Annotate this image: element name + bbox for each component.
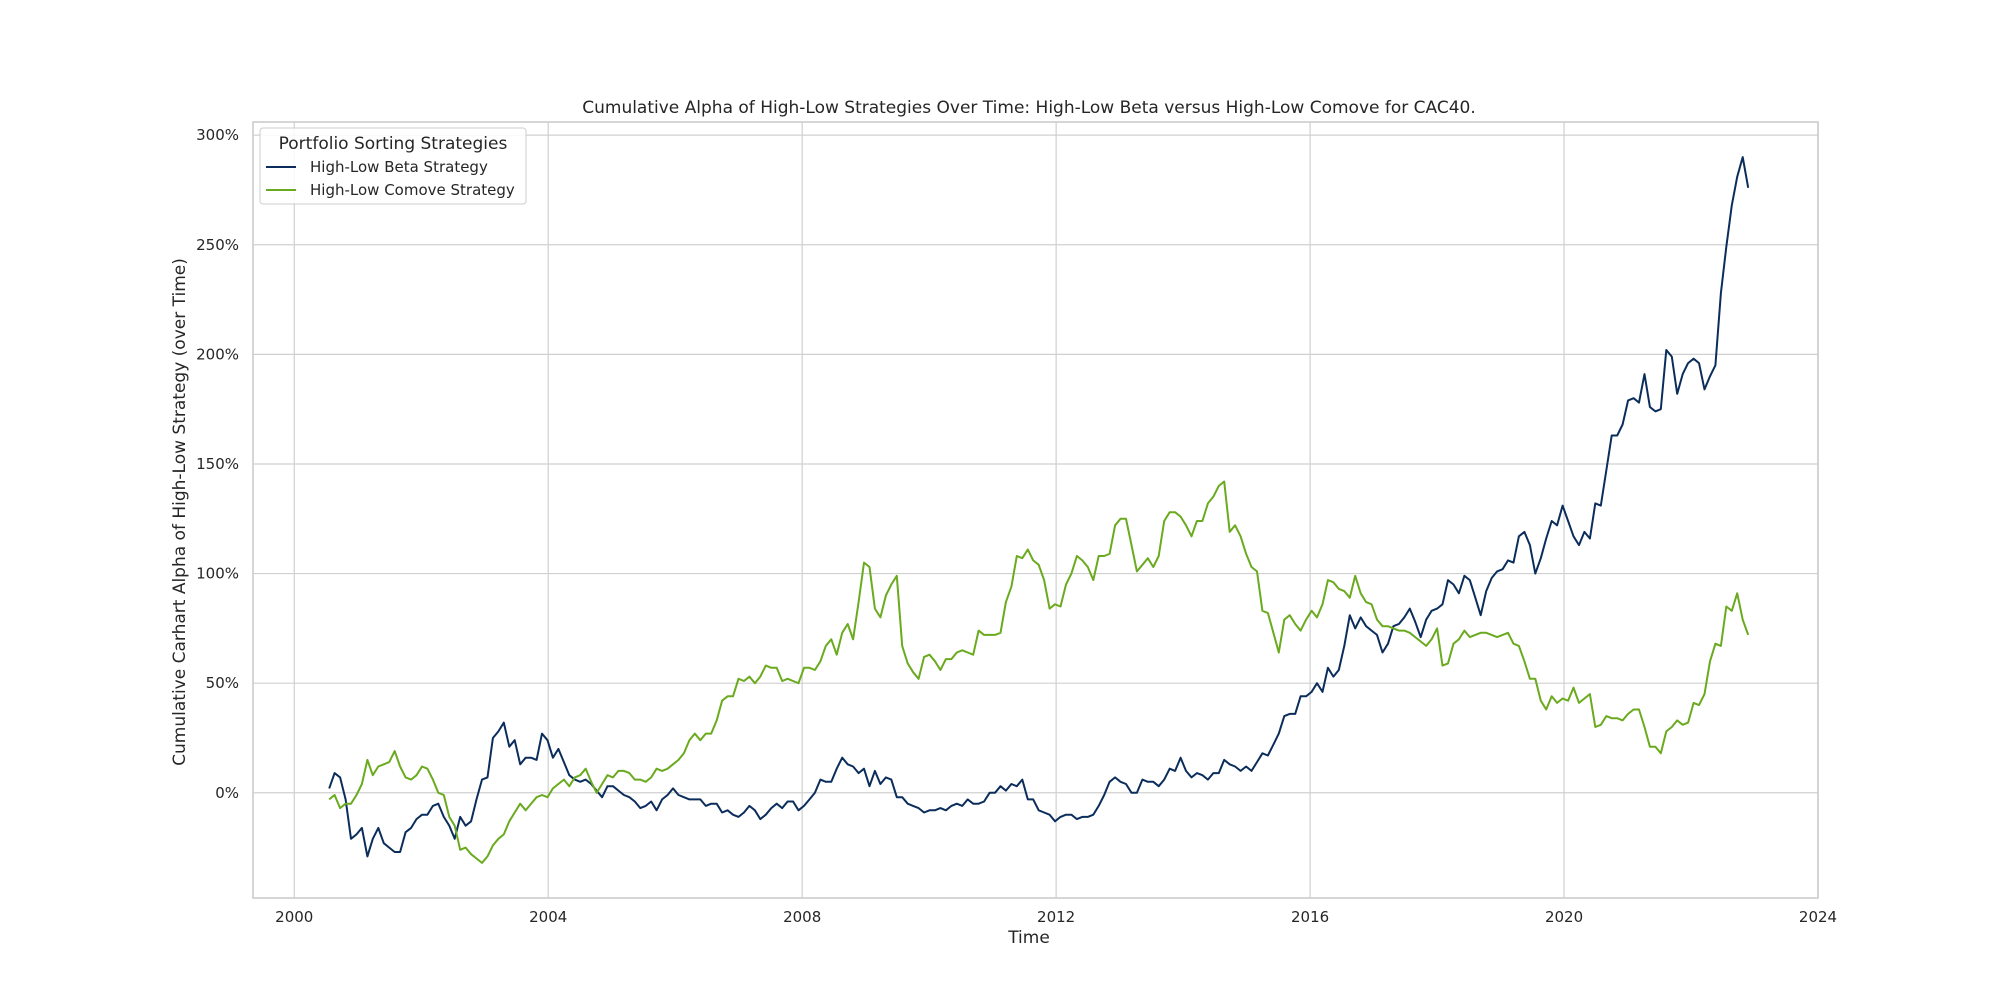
grid xyxy=(253,122,1819,898)
x-tick-label: 2004 xyxy=(529,908,567,926)
series-line-beta xyxy=(328,156,1750,858)
legend: Portfolio Sorting Strategies High-Low Be… xyxy=(259,127,527,205)
y-tick-label: 0% xyxy=(215,784,239,802)
y-tick-label: 50% xyxy=(206,674,239,692)
x-tick-label: 2012 xyxy=(1037,908,1075,926)
x-tick-label: 2008 xyxy=(783,908,821,926)
y-tick-label: 300% xyxy=(196,126,239,144)
tick-labels: 2000 2004 2008 2012 2016 2020 2024 0% 50% 100% 150… xyxy=(196,126,1837,926)
series-line-comove xyxy=(328,480,1750,864)
legend-label-beta: High-Low Beta Strategy xyxy=(310,158,488,176)
y-tick-label: 100% xyxy=(196,565,239,583)
x-tick-label: 2024 xyxy=(1799,908,1837,926)
x-axis-title: Time xyxy=(1007,928,1050,948)
x-tick-label: 2020 xyxy=(1545,908,1583,926)
series-lines xyxy=(328,156,1750,864)
y-tick-label: 200% xyxy=(196,345,239,363)
y-tick-label: 250% xyxy=(196,236,239,254)
plot-frame xyxy=(252,121,1819,899)
chart-title: Cumulative Alpha of High-Low Strategies … xyxy=(582,98,1476,118)
x-tick-label: 2000 xyxy=(275,908,313,926)
y-tick-label: 150% xyxy=(196,455,239,473)
legend-title: Portfolio Sorting Strategies xyxy=(279,134,508,154)
x-tick-label: 2016 xyxy=(1291,908,1329,926)
y-axis-title: Cumulative Carhart Alpha of High-Low Str… xyxy=(170,258,190,766)
legend-label-comove: High-Low Comove Strategy xyxy=(310,181,515,199)
legend-box xyxy=(259,127,527,205)
